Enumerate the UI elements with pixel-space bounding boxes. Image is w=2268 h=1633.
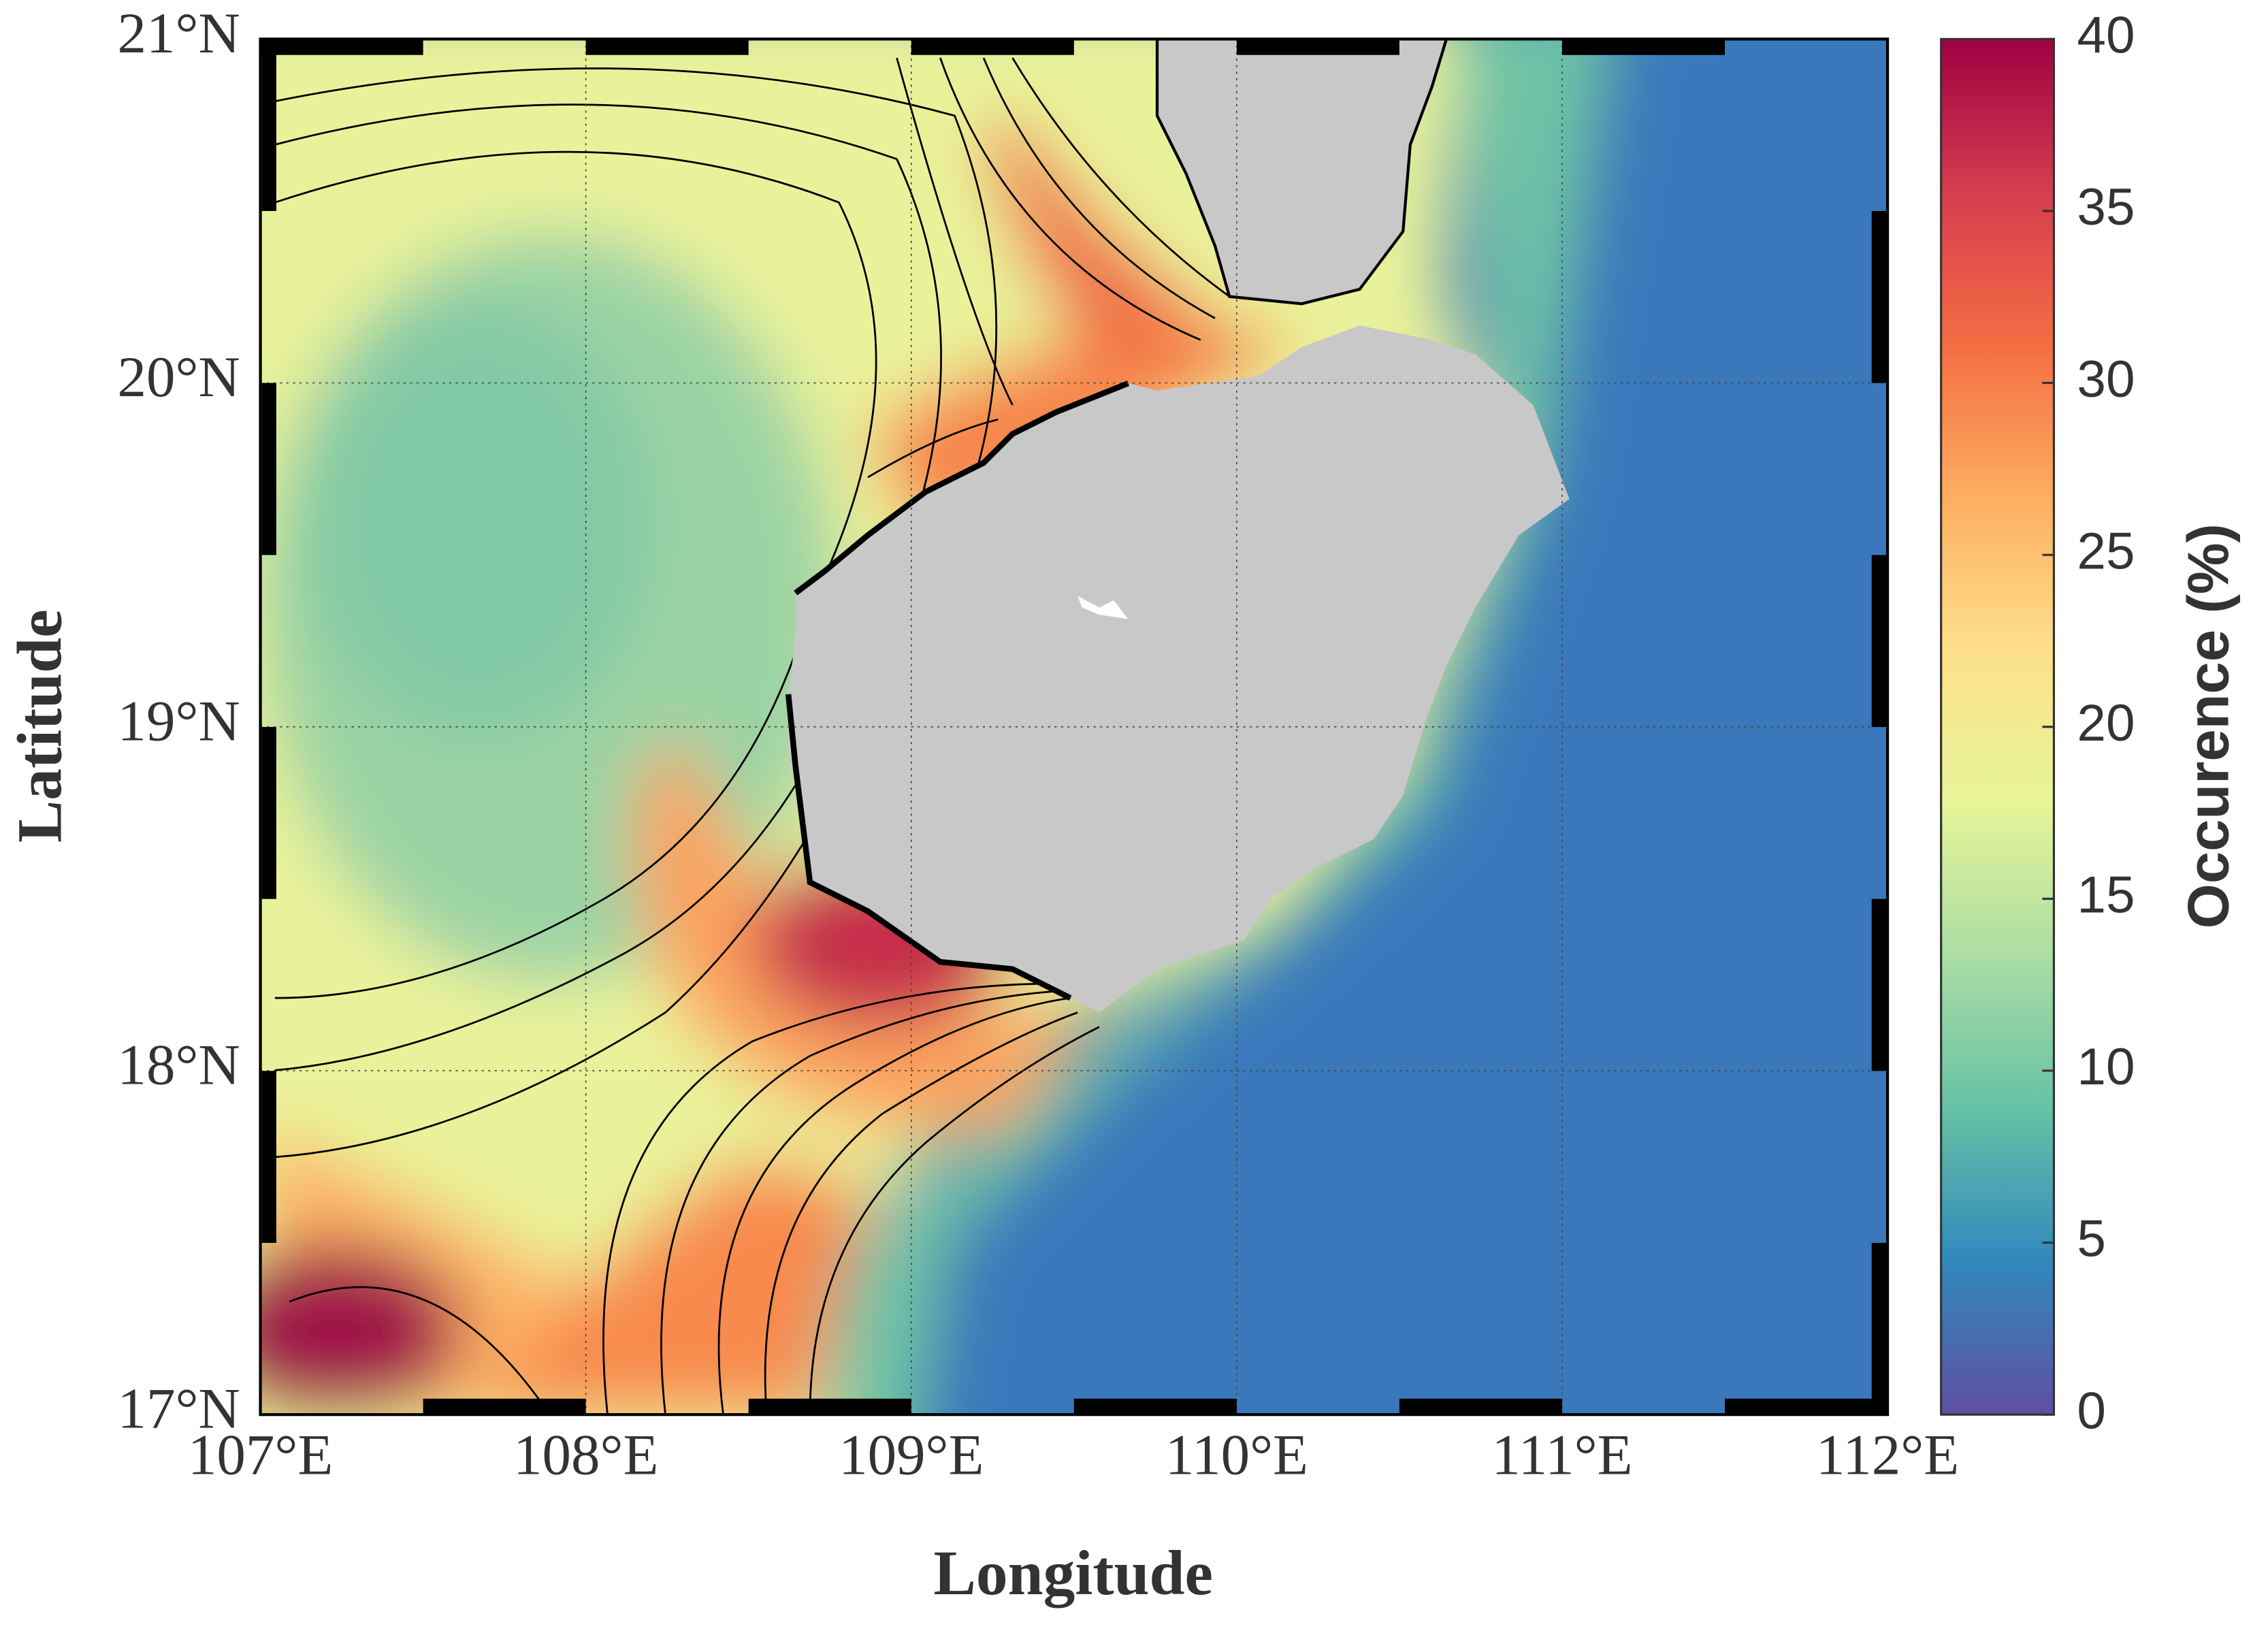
hainan-island	[788, 325, 1570, 1013]
ticks: 107°E 108°E 109°E 110°E 111°E 112°E 17°N 18°N 19…	[117, 1, 2135, 1487]
lake	[1078, 596, 1129, 619]
colorbar-tick-label: 25	[2077, 522, 2135, 580]
grid	[260, 39, 1888, 1415]
map-frame	[259, 37, 1890, 1417]
colorbar-tick-label: 40	[2077, 7, 2135, 65]
colorbar-title: Occurence (%)	[2177, 523, 2241, 928]
y-tick-label: 18°N	[117, 1033, 240, 1097]
colorbar-tick-label: 10	[2077, 1038, 2135, 1096]
map-field	[260, 39, 1888, 1415]
colorbar	[1940, 37, 2056, 1416]
x-tick-label: 111°E	[1491, 1423, 1632, 1487]
coastline	[785, 381, 1130, 1001]
colorbar-tick-label: 0	[2077, 1382, 2106, 1440]
colorbar-tick-label: 5	[2077, 1210, 2106, 1268]
colorbar-tick-label: 15	[2077, 867, 2135, 924]
y-tick-label: 21°N	[117, 1, 240, 65]
x-tick-label: 112°E	[1816, 1423, 1959, 1487]
y-tick-label: 17°N	[117, 1377, 240, 1441]
y-tick-label: 19°N	[117, 689, 240, 753]
x-tick-label: 108°E	[513, 1423, 658, 1487]
colorbar-tick-label: 35	[2077, 178, 2135, 236]
x-tick-label: 110°E	[1165, 1423, 1308, 1487]
y-tick-label: 20°N	[117, 345, 240, 409]
colorbar-tick-label: 30	[2077, 351, 2135, 408]
y-axis-title: Latitude	[5, 609, 76, 843]
x-axis-title: Longitude	[934, 1538, 1213, 1608]
colorbar-tick-label: 20	[2077, 694, 2135, 752]
x-tick-label: 109°E	[839, 1423, 984, 1487]
mainland	[1155, 39, 1448, 306]
x-tick-label: 107°E	[188, 1423, 333, 1487]
